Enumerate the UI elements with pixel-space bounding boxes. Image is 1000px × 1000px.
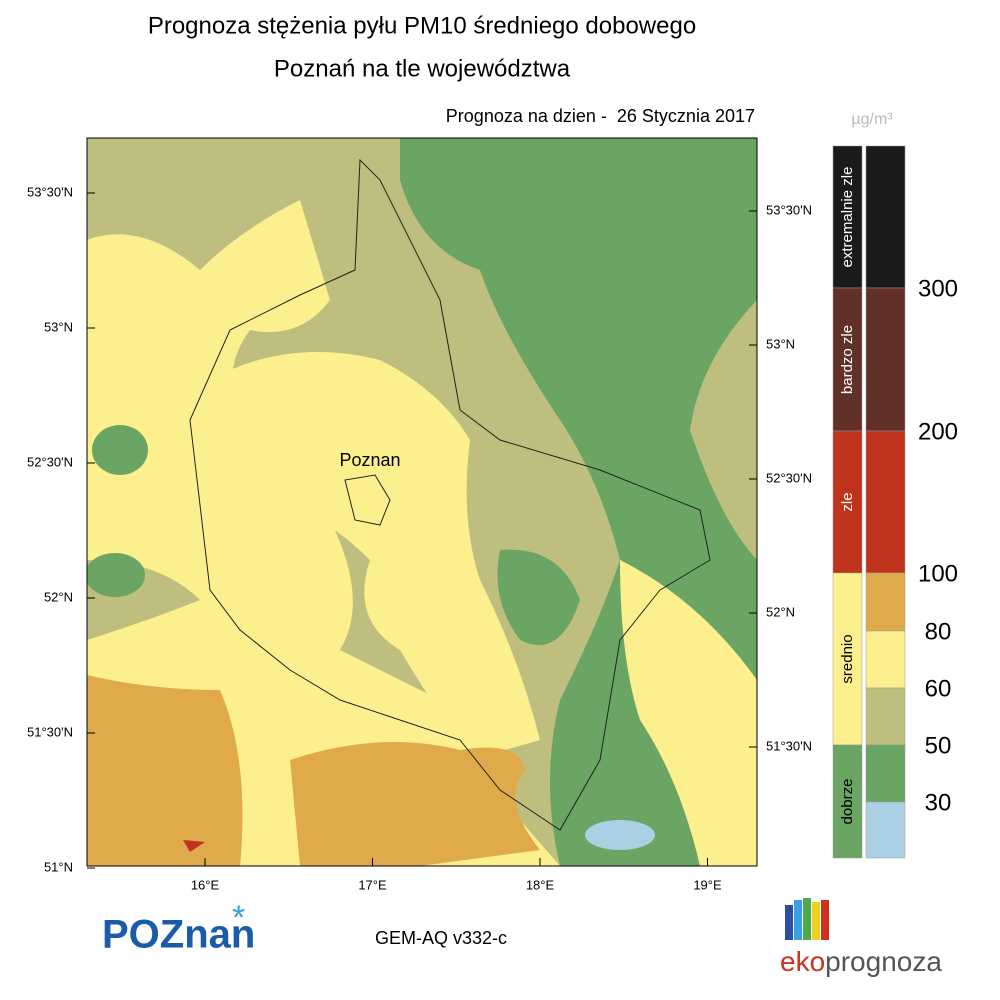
legend-bin bbox=[865, 687, 906, 746]
lat-label: 53°N bbox=[766, 336, 795, 351]
legend-tick: 100 bbox=[918, 560, 958, 587]
legend-bin bbox=[865, 287, 906, 432]
lon-label: 18°E bbox=[526, 877, 555, 892]
logo-bars bbox=[785, 898, 829, 940]
lat-label: 52°N bbox=[766, 604, 795, 619]
logo-eko: ekoprognoza bbox=[780, 946, 942, 977]
legend-class-label: bardzo zle bbox=[839, 325, 856, 394]
lat-label: 51°30'N bbox=[27, 724, 73, 739]
zone-yellow bbox=[230, 352, 540, 760]
voivodeship-border bbox=[189, 158, 711, 831]
legend-class bbox=[832, 572, 863, 746]
legend-class-label: zle bbox=[839, 492, 856, 511]
lat-label: 53°30'N bbox=[27, 184, 73, 199]
zone-orange bbox=[290, 742, 540, 866]
map-field bbox=[87, 138, 757, 866]
subtitle: Poznań na tle województwa bbox=[274, 55, 571, 82]
lat-label: 51°N bbox=[44, 859, 73, 874]
logo-eko-part: eko bbox=[780, 946, 825, 977]
legend-class bbox=[832, 744, 863, 859]
lon-label: 17°E bbox=[358, 877, 387, 892]
zone-orange bbox=[87, 675, 243, 866]
legend-class-label: srednio bbox=[839, 634, 856, 683]
legend-bin bbox=[865, 630, 906, 689]
city-label: Poznan bbox=[339, 450, 400, 470]
legend-tick: 200 bbox=[918, 418, 958, 445]
lon-label: 19°E bbox=[693, 877, 722, 892]
lat-label: 52°30'N bbox=[766, 470, 812, 485]
legend-tick: 60 bbox=[925, 675, 952, 702]
legend-bin bbox=[865, 145, 906, 289]
logo-poznan: POZnan bbox=[102, 913, 255, 957]
zone-green bbox=[87, 553, 145, 597]
legend-class bbox=[832, 287, 863, 432]
legend-bin bbox=[865, 801, 906, 859]
lon-label: 16°E bbox=[191, 877, 220, 892]
unit: µg/m³ bbox=[851, 111, 893, 128]
logo-eko-part: prognoza bbox=[825, 946, 942, 977]
lat-label: 52°30'N bbox=[27, 454, 73, 469]
zone-green bbox=[497, 549, 580, 645]
legend-bin bbox=[865, 430, 906, 574]
date: Prognoza na dzien - 26 Stycznia 2017 bbox=[446, 106, 755, 126]
lat-label: 53°N bbox=[44, 319, 73, 334]
lat-label: 52°N bbox=[44, 589, 73, 604]
legend-bin bbox=[865, 572, 906, 632]
legend-class bbox=[832, 145, 863, 289]
legend-class-label: dobrze bbox=[839, 779, 856, 825]
zone-yellow bbox=[620, 560, 757, 866]
legend-class bbox=[832, 430, 863, 574]
legend-tick: 30 bbox=[925, 789, 952, 816]
city-border bbox=[344, 474, 391, 526]
zone-green bbox=[92, 425, 148, 475]
lat-label: 51°30'N bbox=[766, 738, 812, 753]
map-frame bbox=[86, 137, 758, 867]
legend-bin bbox=[865, 744, 906, 803]
legend-tick: 300 bbox=[918, 275, 958, 302]
title: Prognoza stężenia pyłu PM10 średniego do… bbox=[148, 12, 696, 39]
zone-blue bbox=[585, 820, 655, 850]
model: GEM-AQ v332-c bbox=[375, 928, 507, 948]
legend-tick: 50 bbox=[925, 732, 952, 759]
legend-class-label: extremalnie zle bbox=[839, 167, 856, 268]
lat-label: 53°30'N bbox=[766, 202, 812, 217]
zone-red bbox=[183, 840, 205, 852]
logo-star: * bbox=[232, 899, 245, 937]
legend-tick: 80 bbox=[925, 618, 952, 645]
